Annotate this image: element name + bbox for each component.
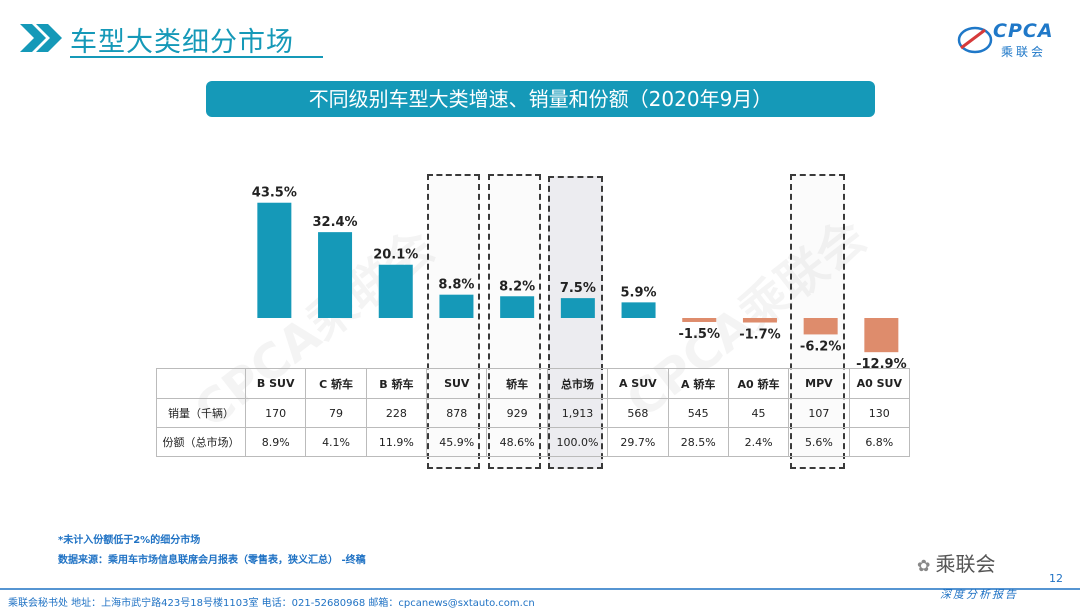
bar-value-label: 43.5% — [252, 186, 297, 201]
page-title: 车型大类细分市场 — [70, 27, 294, 58]
bar-value-label: 32.4% — [312, 215, 357, 230]
table-cell: 2.4% — [727, 427, 790, 457]
table-cell: 28.5% — [667, 427, 729, 457]
table-cell: 228 — [365, 398, 428, 428]
table-cell: 5.6% — [788, 427, 850, 457]
table-cell: 107 — [788, 398, 850, 428]
category-header: A SUV — [607, 368, 669, 399]
bar-value-label: -1.5% — [679, 327, 720, 342]
data-table: B SUV C 轿车 B 轿车 SUV 轿车 总市场 A SUV A 轿车 A0 轿车 MPV A0… — [156, 368, 911, 457]
footer-slogan: 深度分析报告 — [940, 588, 1018, 601]
table-cell: 100.0% — [546, 427, 609, 457]
category-header: B SUV — [244, 368, 307, 399]
bar-6 — [621, 302, 656, 318]
bar-value-label: 8.8% — [438, 278, 474, 293]
bar-value-label: 8.2% — [499, 279, 535, 294]
bar-10 — [864, 318, 899, 353]
table-cell: 4.1% — [305, 427, 367, 457]
table-cell: 568 — [607, 398, 669, 428]
bar-value-label: 20.1% — [373, 248, 418, 263]
note-threshold: *未计入份额低于2%的细分市场 — [58, 535, 201, 546]
table-row-sales: 销量（千辆） 170 79 228 878 929 1,913 568 545 45 107 130 — [156, 398, 911, 428]
table-cell: 8.9% — [244, 427, 307, 457]
logo-subtitle: 乘联会 — [1001, 45, 1047, 59]
category-header: A 轿车 — [667, 368, 729, 399]
category-header: C 轿车 — [305, 368, 367, 399]
bar-value-label: -1.7% — [739, 328, 780, 343]
table-cell: 29.7% — [607, 427, 669, 457]
bar-value-label: -6.2% — [800, 339, 841, 354]
table-cell: 79 — [305, 398, 367, 428]
cpca-logo — [957, 26, 993, 54]
footer-bar — [0, 588, 1080, 590]
category-header: 轿车 — [486, 368, 548, 399]
category-header: A0 SUV — [848, 368, 911, 399]
row-label: 份额（总市场） — [156, 427, 246, 457]
table-cell: 48.6% — [486, 427, 548, 457]
table-cell: 130 — [848, 398, 911, 428]
wechat-text: 乘联会 — [935, 552, 996, 576]
table-cell: 1,913 — [546, 398, 609, 428]
bar-9 — [803, 318, 838, 335]
table-corner-cell — [156, 368, 246, 399]
category-header: B 轿车 — [365, 368, 428, 399]
bar-value-label: 5.9% — [621, 285, 657, 300]
chart-banner-title: 不同级别车型大类增速、销量和份额（2020年9月） — [206, 81, 875, 117]
category-header: 总市场 — [546, 368, 609, 399]
chevron-double-icon — [20, 24, 62, 52]
table-cell: 170 — [244, 398, 307, 428]
table-cell: 11.9% — [365, 427, 428, 457]
bar-7 — [682, 318, 717, 322]
logo-brand: CPCA — [993, 20, 1054, 42]
title-underline — [70, 56, 323, 58]
wechat-label: ✿ 乘联会 — [917, 548, 996, 577]
bar-1 — [318, 232, 353, 318]
page-number: 12 — [1049, 572, 1063, 585]
row-label: 销量（千辆） — [156, 398, 246, 428]
bar-8 — [742, 318, 777, 323]
category-header: SUV — [426, 368, 488, 399]
category-header: MPV — [788, 368, 850, 399]
table-header-row: B SUV C 轿车 B 轿车 SUV 轿车 总市场 A SUV A 轿车 A0 轿车 MPV A0… — [156, 368, 911, 399]
table-cell: 45.9% — [426, 427, 488, 457]
bar-4 — [500, 296, 535, 318]
bar-3 — [439, 294, 474, 318]
wechat-icon: ✿ — [917, 556, 936, 575]
bar-2 — [378, 264, 413, 318]
table-cell: 878 — [426, 398, 488, 428]
footer-contact: 乘联会秘书处 地址：上海市武宁路423号18号楼1103室 电话：021-526… — [8, 598, 535, 609]
table-cell: 545 — [667, 398, 729, 428]
bar-value-label: 7.5% — [560, 281, 596, 296]
table-row-share: 份额（总市场） 8.9% 4.1% 11.9% 45.9% 48.6% 100.0% 29.… — [156, 427, 911, 457]
category-header: A0 轿车 — [727, 368, 790, 399]
table-cell: 45 — [727, 398, 790, 428]
bar-0 — [257, 202, 292, 318]
note-source: 数据来源：乘用车市场信息联席会月报表（零售表，狭义汇总） -终稿 — [58, 555, 366, 566]
table-cell: 6.8% — [848, 427, 911, 457]
bar-5 — [560, 298, 595, 318]
table-cell: 929 — [486, 398, 548, 428]
